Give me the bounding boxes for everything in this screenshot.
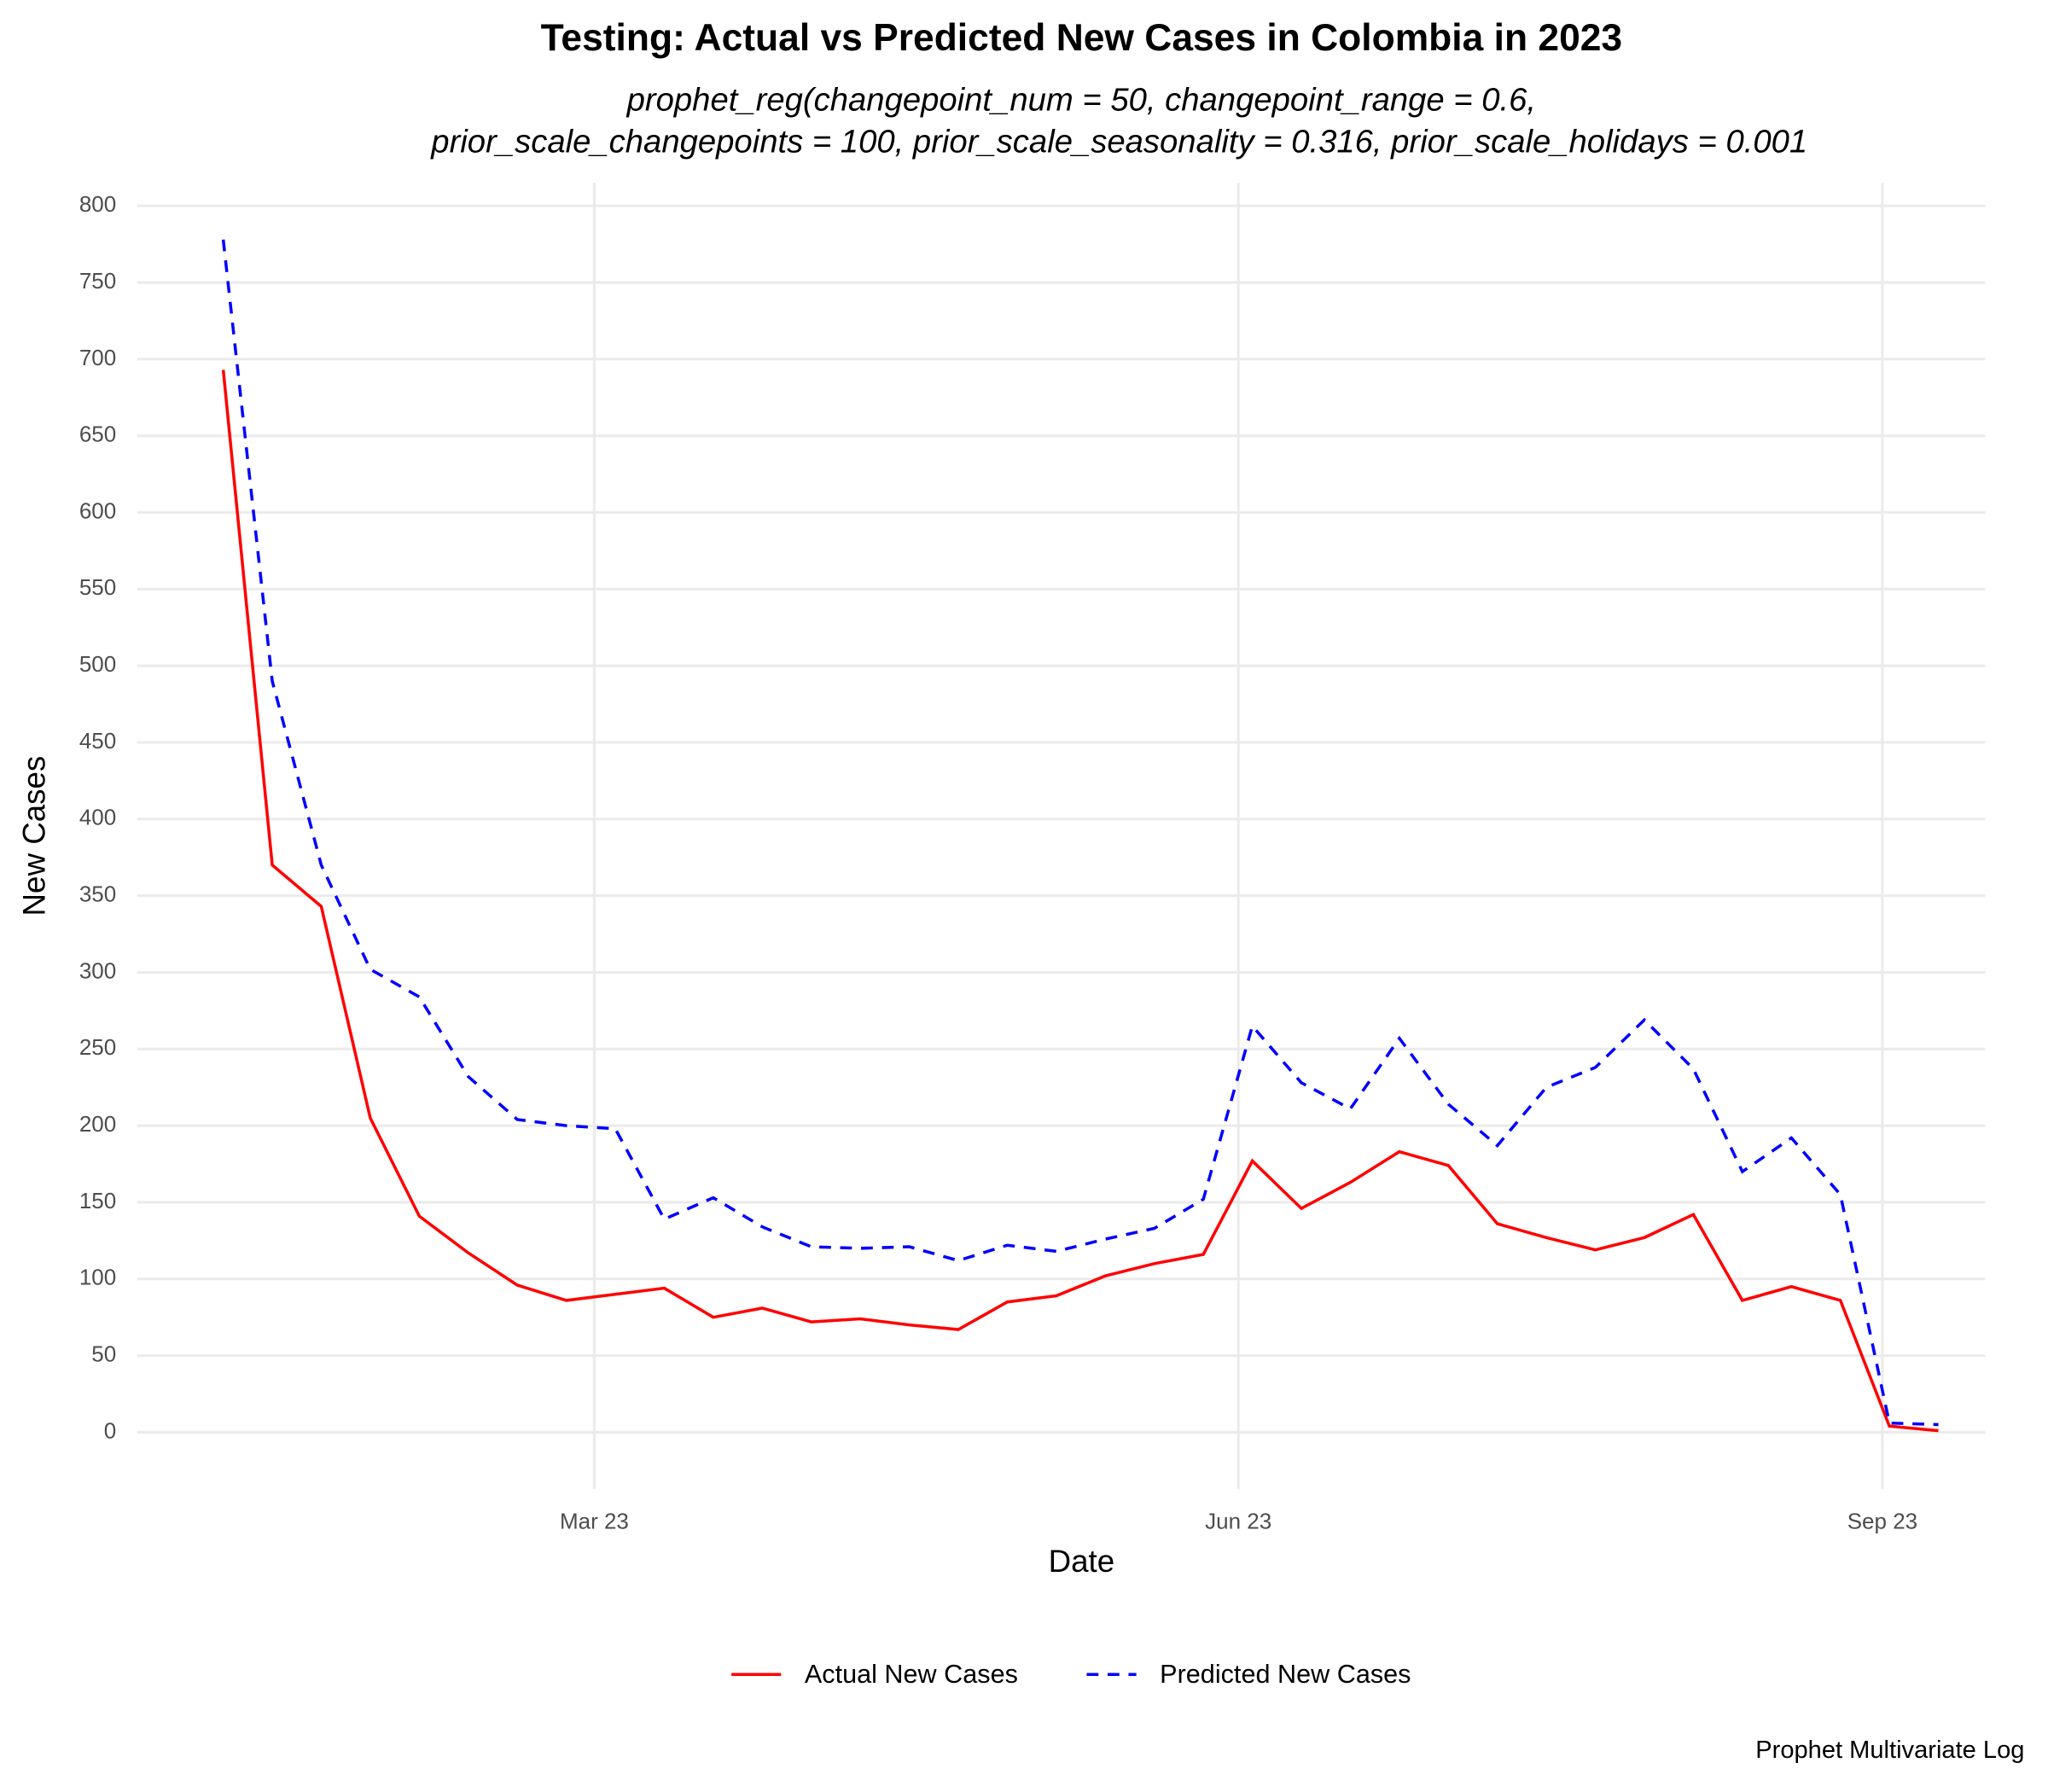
series-line xyxy=(221,369,1939,1433)
y-tick-label: 750 xyxy=(79,268,116,294)
x-tick-label: Sep 23 xyxy=(1847,1509,1917,1534)
y-tick-label: 800 xyxy=(79,191,116,217)
y-tick-label: 0 xyxy=(104,1417,116,1443)
x-axis-label: Date xyxy=(1049,1544,1115,1579)
y-tick-label: 650 xyxy=(79,422,116,447)
x-tick-label: Mar 23 xyxy=(560,1509,629,1534)
y-axis-label: New Cases xyxy=(17,756,52,916)
x-tick-label: Jun 23 xyxy=(1205,1509,1271,1534)
y-tick-label: 350 xyxy=(79,881,116,907)
caption: Prophet Multivariate Log xyxy=(1755,1737,2024,1764)
legend-label: Actual New Cases xyxy=(805,1660,1018,1689)
y-tick-label: 700 xyxy=(79,345,116,370)
y-tick-label: 600 xyxy=(79,497,116,523)
y-tick-label: 500 xyxy=(79,651,116,677)
y-tick-label: 250 xyxy=(79,1034,116,1060)
legend-label: Predicted New Cases xyxy=(1160,1660,1411,1689)
chart-title: Testing: Actual vs Predicted New Cases i… xyxy=(541,17,1623,59)
y-tick-label: 450 xyxy=(79,728,116,753)
chart-subtitle: prior_scale_changepoints = 100, prior_sc… xyxy=(430,123,1807,160)
y-tick-label: 150 xyxy=(79,1188,116,1213)
y-tick-label: 400 xyxy=(79,805,116,830)
y-tick-label: 200 xyxy=(79,1111,116,1137)
series-line xyxy=(221,239,1939,1427)
y-tick-label: 50 xyxy=(91,1341,116,1366)
y-tick-label: 300 xyxy=(79,957,116,983)
y-tick-label: 100 xyxy=(79,1265,116,1290)
y-tick-label: 550 xyxy=(79,574,116,600)
chart-subtitle: prophet_reg(changepoint_num = 50, change… xyxy=(626,81,1536,118)
